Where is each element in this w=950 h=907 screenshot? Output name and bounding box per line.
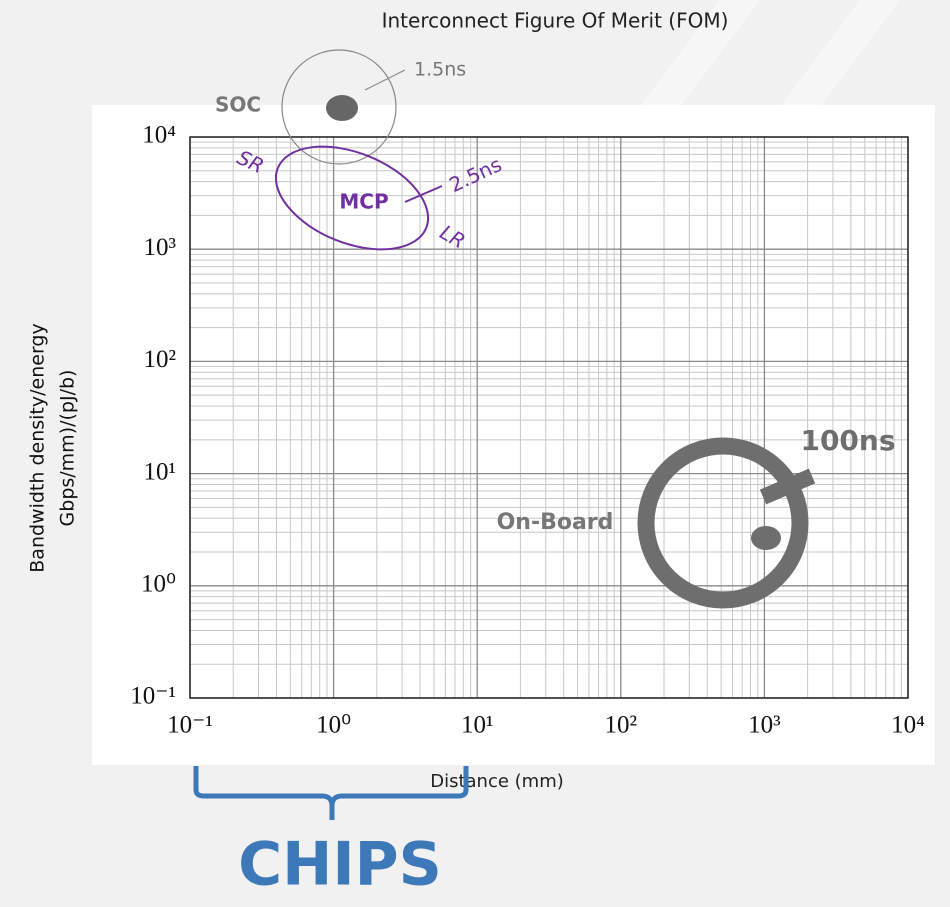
soc-region bbox=[281, 49, 397, 165]
mcp-label: MCP bbox=[339, 190, 388, 214]
y-axis-label-line: Bandwidth density/energy bbox=[27, 323, 49, 572]
x-tick-label: 10⁻¹ bbox=[167, 712, 213, 739]
y-axis-label-line: Gbps/mm)/(pJ/b) bbox=[57, 370, 79, 527]
board-latency: 100ns bbox=[800, 424, 895, 457]
y-tick-label: 10¹ bbox=[144, 458, 177, 485]
x-tick-label: 10³ bbox=[748, 712, 781, 739]
plot-frame bbox=[189, 136, 909, 699]
y-tick-label: 10² bbox=[144, 346, 177, 373]
y-tick-label: 10³ bbox=[144, 234, 177, 261]
chips-bracket bbox=[193, 766, 469, 820]
y-tick-label: 10⁴ bbox=[142, 122, 176, 149]
board-dot bbox=[751, 526, 781, 550]
x-tick-label: 10¹ bbox=[461, 712, 494, 739]
y-tick-label: 10⁰ bbox=[141, 571, 176, 598]
soc-dot bbox=[326, 95, 358, 121]
board-leader bbox=[759, 468, 816, 505]
mcp-region bbox=[274, 145, 430, 251]
y-tick-label: 10⁻¹ bbox=[130, 683, 176, 710]
x-axis-label: Distance (mm) bbox=[430, 771, 564, 792]
chips-label: CHIPS bbox=[238, 830, 442, 900]
x-tick-label: 10⁰ bbox=[316, 712, 351, 739]
mcp-leader bbox=[404, 185, 443, 203]
x-tick-label: 10² bbox=[605, 712, 638, 739]
on-board-label: On-Board bbox=[497, 510, 614, 535]
soc-label: SOC bbox=[215, 93, 261, 117]
y-axis-label: Bandwidth density/energy Gbps/mm)/(pJ/b) bbox=[27, 323, 79, 572]
chart-title: Interconnect Figure Of Merit (FOM) bbox=[382, 9, 729, 33]
grid bbox=[189, 136, 909, 699]
soc-leader bbox=[364, 69, 406, 91]
x-tick-label: 10⁴ bbox=[891, 712, 925, 739]
board-region bbox=[637, 437, 809, 609]
soc-latency: 1.5ns bbox=[414, 59, 466, 81]
